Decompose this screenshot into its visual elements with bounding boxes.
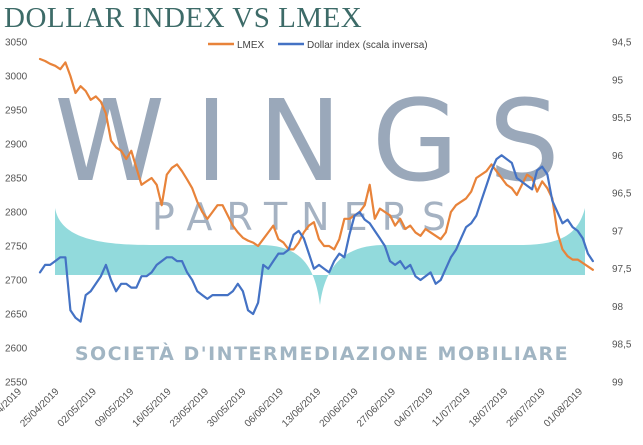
right-tick-label: 96,5 <box>612 189 632 200</box>
left-tick-label: 2700 <box>5 276 28 287</box>
x-tick-label: 06/06/2019 <box>243 386 286 429</box>
watermark-wings: WINGS <box>54 77 589 207</box>
left-tick-label: 2850 <box>5 174 28 185</box>
x-tick-label: 25/07/2019 <box>505 386 548 429</box>
left-tick-label: 3000 <box>5 72 28 83</box>
left-tick-label: 2900 <box>5 140 28 151</box>
left-tick-label: 2550 <box>5 378 28 389</box>
right-tick-label: 98 <box>612 302 624 313</box>
legend: LMEX Dollar index (scala inversa) <box>208 40 428 51</box>
watermark-subtitle: SOCIETÀ D'INTERMEDIAZIONE MOBILIARE <box>75 342 569 365</box>
x-tick-label: 02/05/2019 <box>56 386 99 429</box>
left-tick-label: 2600 <box>5 344 28 355</box>
left-tick-label: 2650 <box>5 310 28 321</box>
x-tick-label: 01/08/2019 <box>542 386 585 429</box>
lmex-line <box>38 57 595 271</box>
right-tick-label: 95,5 <box>612 113 632 124</box>
x-tick-label: 25/04/2019 <box>18 386 61 429</box>
x-tick-label: 30/05/2019 <box>205 386 248 429</box>
x-tick-label: 20/06/2019 <box>318 386 361 429</box>
right-tick-label: 97,5 <box>612 264 632 275</box>
right-tick-label: 98,5 <box>612 340 632 351</box>
right-tick-label: 99 <box>612 378 624 389</box>
left-tick-label: 2800 <box>5 208 28 219</box>
x-tick-label: 23/05/2019 <box>168 386 211 429</box>
x-tick-label: 13/06/2019 <box>280 386 323 429</box>
x-axis-ticks: 18/04/201925/04/201902/05/201909/05/2019… <box>0 386 585 429</box>
x-tick-label: 09/05/2019 <box>93 386 136 429</box>
x-tick-label: 18/07/2019 <box>467 386 510 429</box>
x-tick-label: 04/07/2019 <box>392 386 435 429</box>
chart-title: DOLLAR INDEX VS LMEX <box>4 2 363 34</box>
legend-label-lmex: LMEX <box>237 40 265 51</box>
legend-label-dollar: Dollar index (scala inversa) <box>307 40 428 51</box>
dollar-index-line <box>38 154 595 323</box>
x-tick-label: 27/06/2019 <box>355 386 398 429</box>
right-axis-ticks: 94,5 95 95,5 96 96,5 97 97,5 98 98,5 99 <box>612 38 632 389</box>
left-tick-label: 2950 <box>5 106 28 117</box>
right-tick-label: 95 <box>612 75 624 86</box>
watermark-swoosh <box>55 208 585 305</box>
x-tick-label: 16/05/2019 <box>131 386 174 429</box>
right-tick-label: 96 <box>612 151 624 162</box>
right-tick-label: 94,5 <box>612 38 632 49</box>
series-layer <box>38 57 595 323</box>
left-axis-ticks: 3050 3000 2950 2900 2850 2800 2750 2700 2650 2600… <box>5 38 28 389</box>
left-tick-label: 3050 <box>5 38 28 49</box>
right-tick-label: 97 <box>612 226 624 237</box>
left-tick-label: 2750 <box>5 242 28 253</box>
